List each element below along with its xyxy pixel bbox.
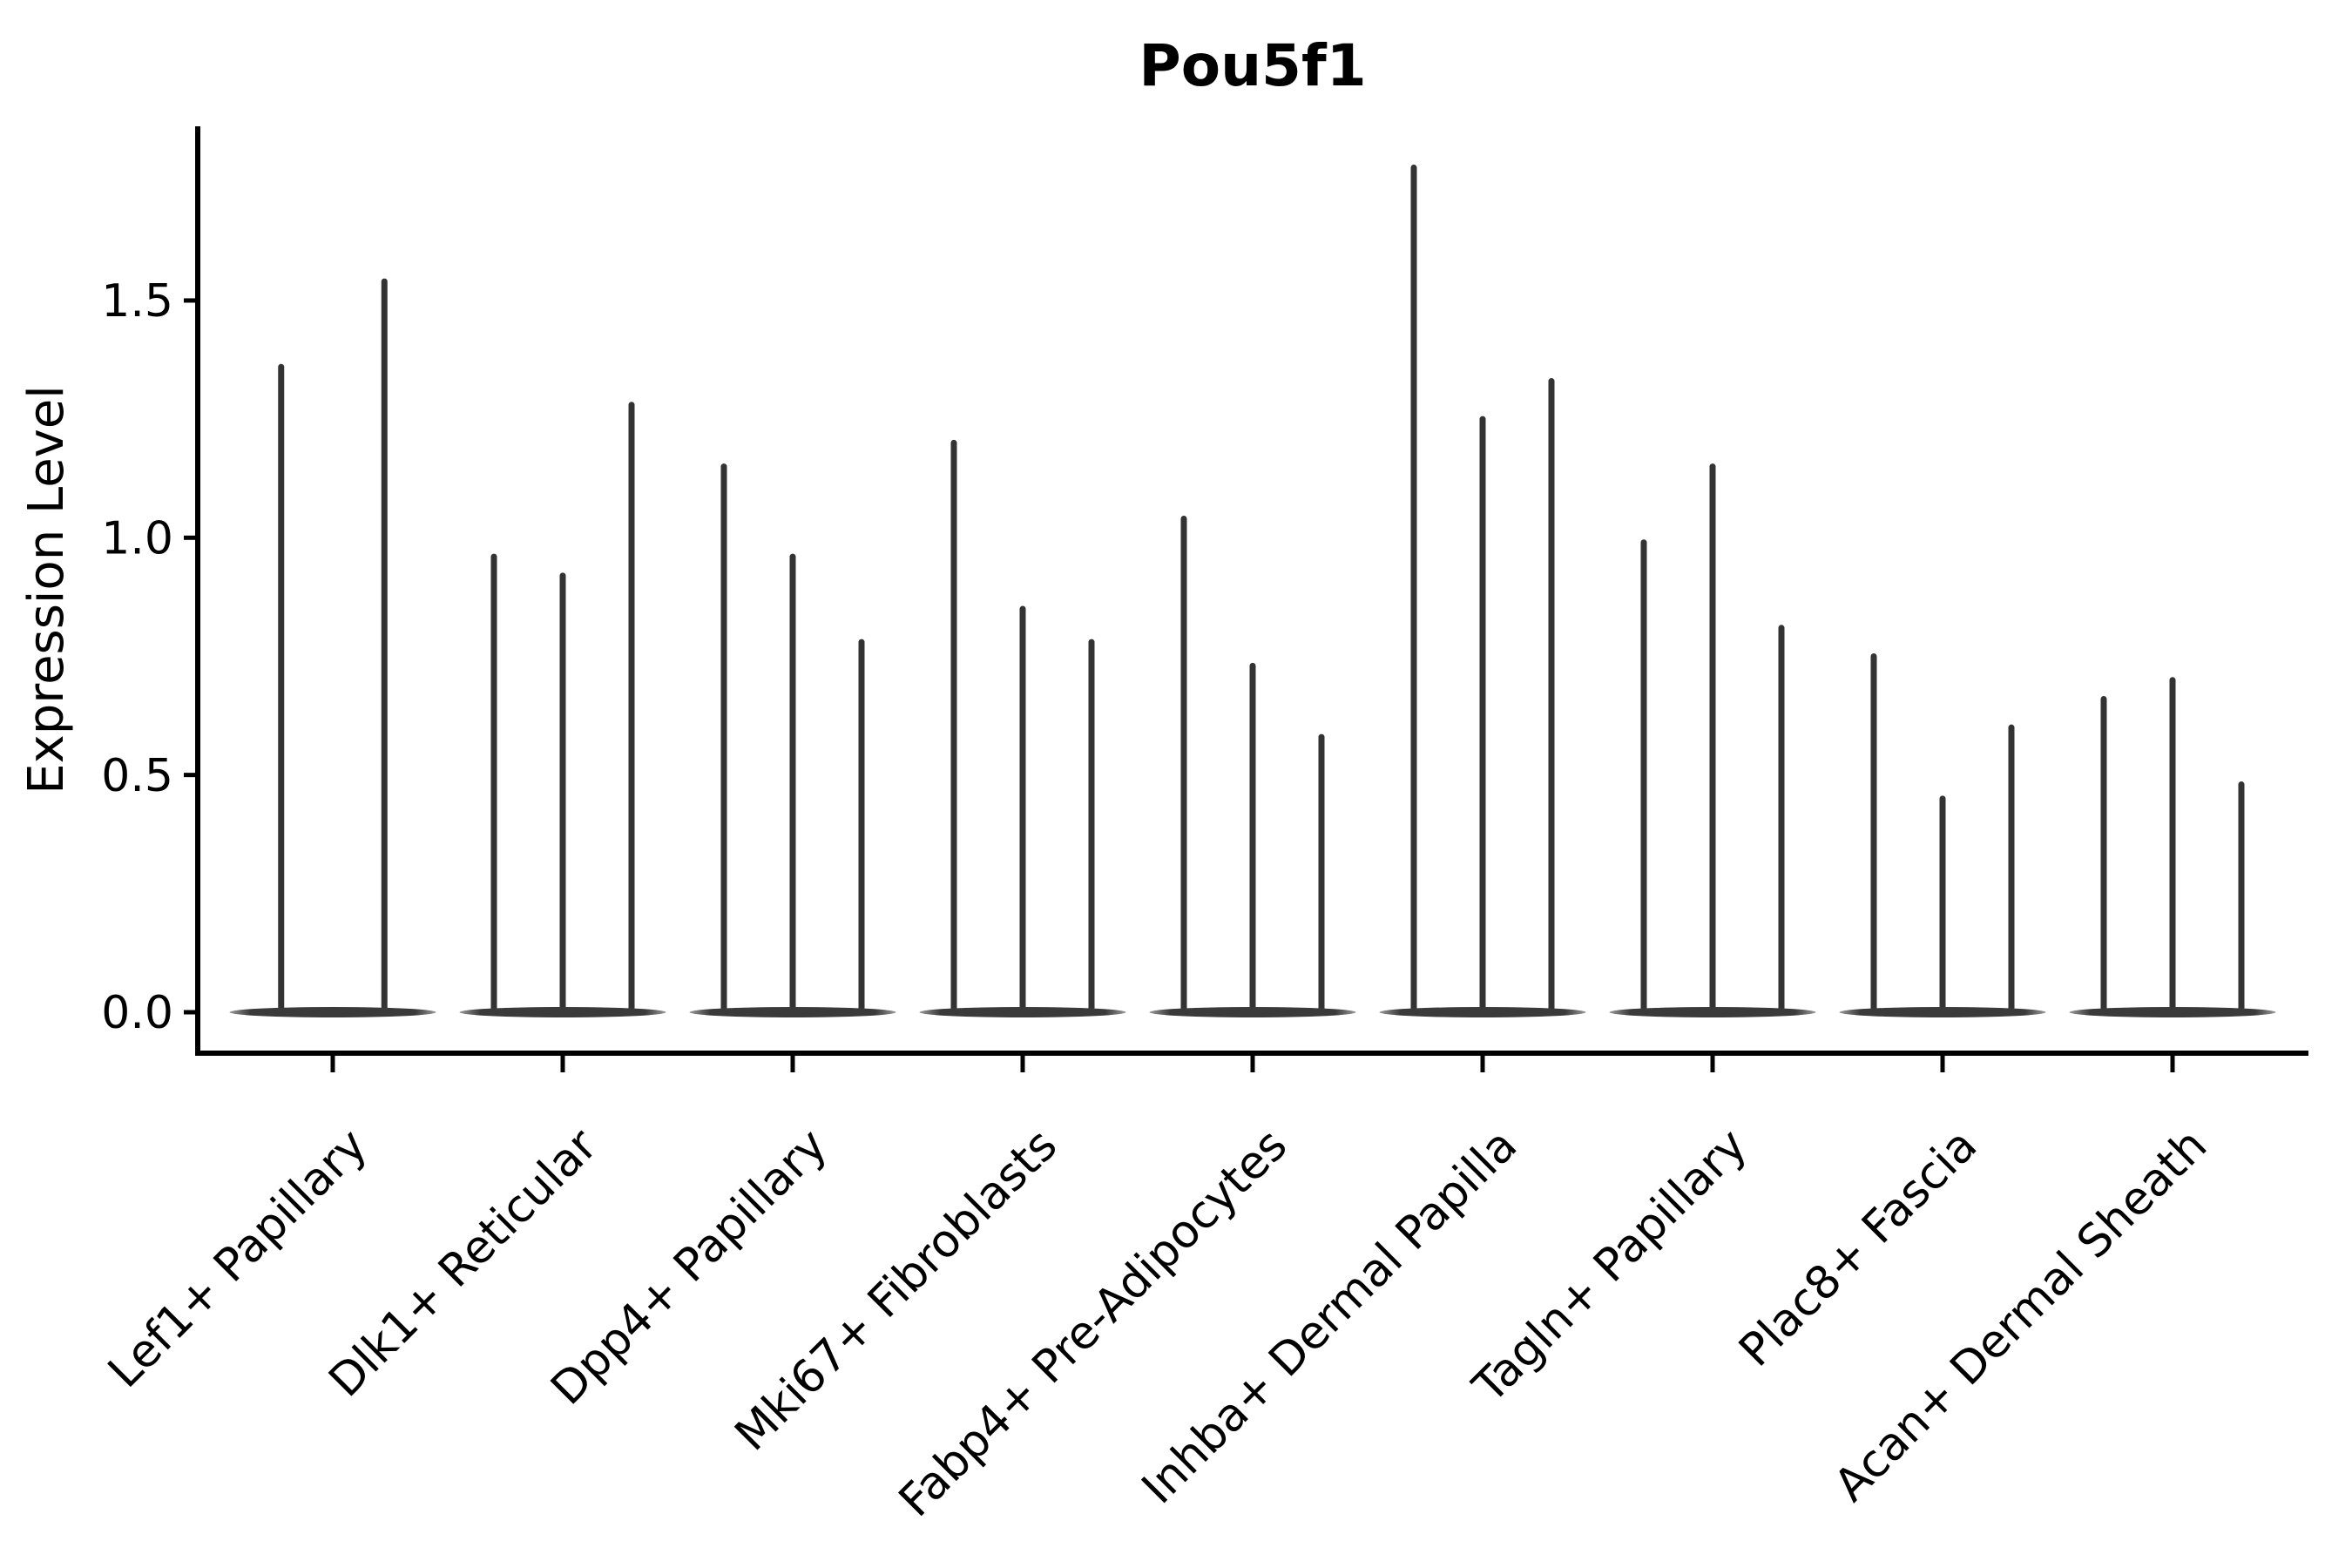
- violin-base: [459, 1007, 666, 1017]
- violin-base: [689, 1007, 896, 1017]
- x-category-label: Plac8+ Fascia: [1729, 1119, 1987, 1377]
- violin-base: [1839, 1007, 2046, 1017]
- y-tick-label: 0.0: [101, 987, 173, 1039]
- violin-base: [1149, 1007, 1356, 1017]
- x-category-label: Inhba+ Dermal Papilla: [1132, 1119, 1527, 1514]
- violin-base: [1609, 1007, 1816, 1017]
- violin-base: [229, 1007, 436, 1017]
- violin-base: [1379, 1007, 1586, 1017]
- y-tick-label: 1.5: [101, 275, 173, 328]
- y-tick-label: 1.0: [101, 513, 173, 565]
- violin-base: [919, 1007, 1126, 1017]
- x-category-label: Fabp4+ Pre-Adipocytes: [889, 1119, 1297, 1527]
- y-axis-label: Expression Level: [18, 385, 75, 794]
- x-category-label: Acan+ Dermal Sheath: [1825, 1119, 2218, 1512]
- y-tick-label: 0.5: [101, 750, 173, 802]
- plot-title: Pou5f1: [1139, 32, 1366, 99]
- violin-base: [2069, 1007, 2276, 1017]
